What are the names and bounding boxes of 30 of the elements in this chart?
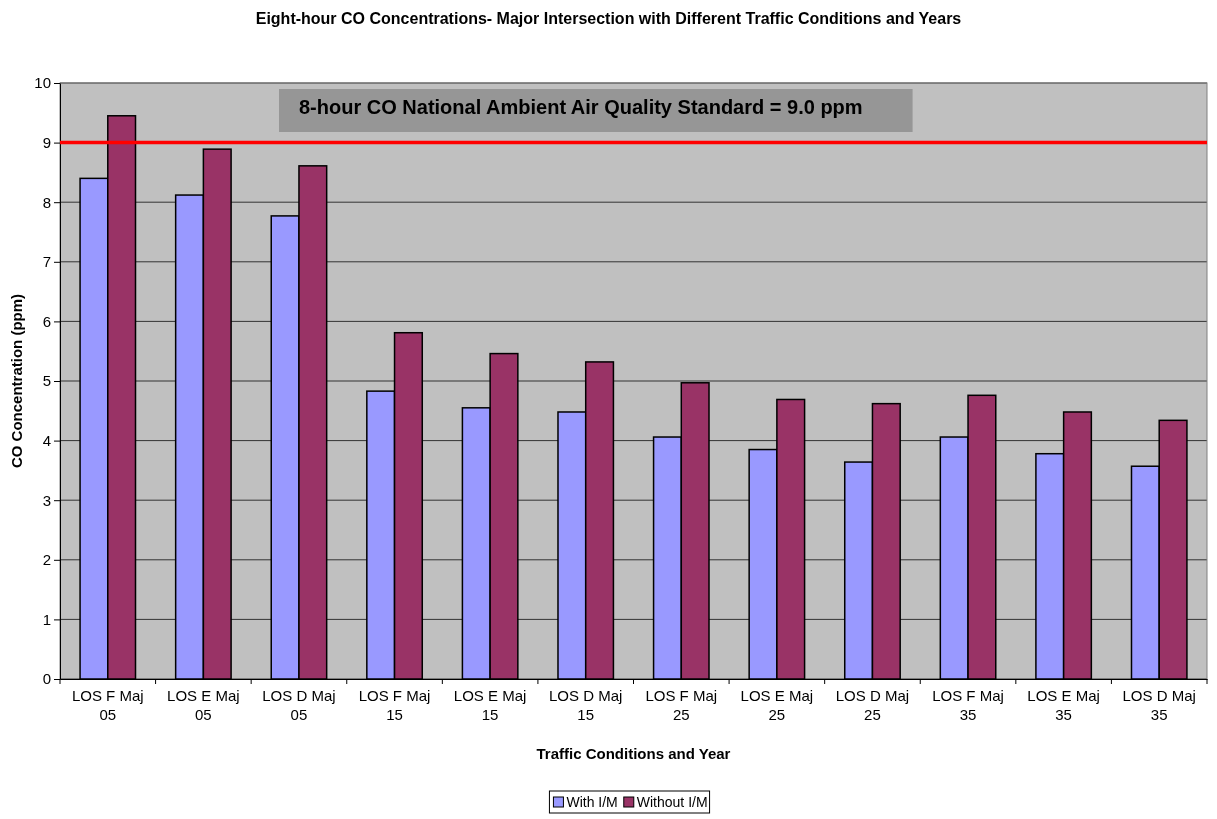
x-tick-label: LOS F Maj 25 xyxy=(645,687,718,723)
x-tick-label: LOS F Maj 15 xyxy=(358,687,431,723)
x-tick-label: LOS E Maj 35 xyxy=(1027,687,1100,723)
x-tick-label: LOS E Maj 25 xyxy=(740,687,814,723)
chart-title: Eight-hour CO Concentrations- Major Intersection with Different Traffic Conditions and Years xyxy=(255,10,962,27)
y-tick-label: 0 xyxy=(42,670,51,688)
y-tick-label: 9 xyxy=(42,133,51,151)
ref-line-label: 8-hour CO National Ambient Air Quality Standard = 9.0 ppm xyxy=(299,96,863,118)
x-tick-label: LOS E Maj 05 xyxy=(167,687,240,723)
y-axis-title: CO Concentration (ppm) xyxy=(8,293,25,469)
x-tick-label: LOS F Maj 05 xyxy=(71,687,144,723)
x-tick-label: LOS E Maj 15 xyxy=(453,687,527,723)
legend-label: With I/M xyxy=(566,794,618,810)
x-tick-label: LOS D Maj 15 xyxy=(549,687,623,723)
legend-label: Without I/M xyxy=(636,794,708,810)
x-tick-label: LOS D Maj 35 xyxy=(1122,687,1196,723)
y-tick-label: 7 xyxy=(42,253,51,271)
x-tick-label: LOS D Maj 05 xyxy=(262,687,336,723)
y-tick-label: 5 xyxy=(42,372,51,390)
x-tick-label: LOS D Maj 25 xyxy=(835,687,910,723)
y-tick-label: 8 xyxy=(42,193,51,211)
y-tick-label: 2 xyxy=(42,551,51,569)
x-tick-label: LOS F Maj 35 xyxy=(932,687,1004,723)
y-tick-label: 4 xyxy=(42,431,51,449)
y-tick-label: 1 xyxy=(42,610,51,628)
x-axis-title: Traffic Conditions and Year xyxy=(536,745,731,762)
y-tick-label: 6 xyxy=(42,312,51,330)
note-box: 8-hour CO National Ambient Air Quality Standard = 9.0 ppm xyxy=(279,89,913,132)
y-tick-label: 3 xyxy=(42,491,51,509)
y-tick-label: 10 xyxy=(34,74,51,92)
